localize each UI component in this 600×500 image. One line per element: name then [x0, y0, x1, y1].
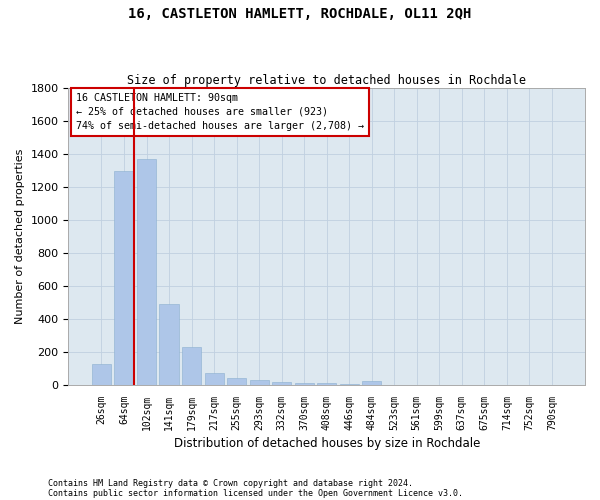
Bar: [115, 170, 134, 385]
Text: 16, CASTLETON HAMLETT, ROCHDALE, OL11 2QH: 16, CASTLETON HAMLETT, ROCHDALE, OL11 2Q…: [128, 8, 472, 22]
Bar: [362, 381, 382, 385]
Text: Contains HM Land Registry data © Crown copyright and database right 2024.: Contains HM Land Registry data © Crown c…: [48, 478, 413, 488]
Title: Size of property relative to detached houses in Rochdale: Size of property relative to detached ho…: [127, 74, 526, 87]
Bar: [272, 382, 291, 385]
Bar: [92, 364, 111, 385]
Bar: [250, 380, 269, 385]
Text: Contains public sector information licensed under the Open Government Licence v3: Contains public sector information licen…: [48, 488, 463, 498]
Bar: [205, 372, 224, 385]
Text: 16 CASTLETON HAMLETT: 90sqm
← 25% of detached houses are smaller (923)
74% of se: 16 CASTLETON HAMLETT: 90sqm ← 25% of det…: [76, 92, 364, 130]
Bar: [182, 347, 201, 385]
Bar: [227, 378, 246, 385]
Bar: [137, 159, 156, 385]
Y-axis label: Number of detached properties: Number of detached properties: [15, 149, 25, 324]
Bar: [340, 384, 359, 385]
X-axis label: Distribution of detached houses by size in Rochdale: Distribution of detached houses by size …: [173, 437, 480, 450]
Bar: [160, 304, 179, 385]
Bar: [317, 384, 336, 385]
Bar: [295, 382, 314, 385]
